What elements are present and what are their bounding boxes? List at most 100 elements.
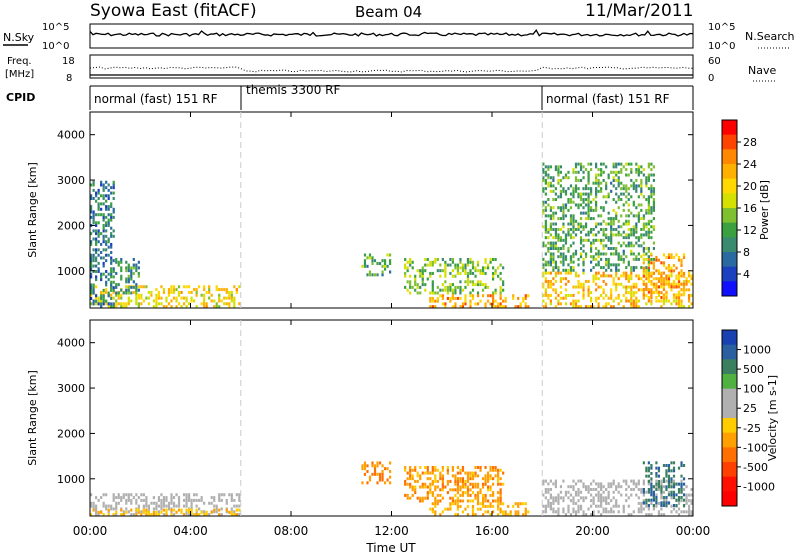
heatmap-cell [635, 285, 638, 289]
heatmap-cell [429, 305, 432, 309]
heatmap-cell [615, 263, 618, 267]
heatmap-cell [549, 189, 552, 193]
colorbar-tick-label: 8 [743, 246, 750, 259]
heatmap-cell [469, 280, 472, 284]
heatmap-cell [647, 288, 650, 292]
heatmap-cell [579, 211, 583, 215]
heatmap-cell [597, 305, 600, 309]
heatmap-cell [90, 288, 93, 292]
heatmap-cell [625, 291, 628, 295]
heatmap-cell [494, 271, 497, 275]
heatmap-cell [690, 293, 693, 297]
heatmap-cell [652, 173, 655, 177]
heatmap-cell [456, 271, 460, 275]
heatmap-cell [137, 285, 140, 289]
heatmap-cell [105, 302, 108, 306]
heatmap-cell [464, 471, 467, 475]
heatmap-cell [512, 296, 515, 300]
heatmap-cell [559, 496, 563, 500]
heatmap-cell [90, 283, 93, 287]
heatmap-cell [182, 493, 186, 497]
heatmap-cell [635, 257, 638, 261]
heatmap-cell [459, 479, 462, 483]
heatmap-cell [446, 482, 449, 486]
heatmap-cell [587, 233, 590, 237]
heatmap-cell [582, 170, 585, 174]
heatmap-cell [446, 468, 449, 472]
heatmap-cell [127, 296, 130, 300]
heatmap-cell [665, 474, 668, 478]
heatmap-cell [574, 184, 578, 188]
heatmap-cell [434, 499, 437, 503]
heatmap-cell [381, 469, 384, 473]
heatmap-cell [218, 508, 221, 512]
heatmap-cell [466, 479, 470, 483]
heatmap-cell [630, 479, 633, 483]
heatmap-cell [617, 176, 620, 180]
heatmap-cell [579, 479, 583, 483]
heatmap-cell [682, 253, 686, 257]
heatmap-cell [677, 299, 681, 303]
heatmap-cell [436, 269, 439, 273]
heatmap-cell [542, 257, 545, 261]
heatmap-cell [497, 491, 500, 495]
heatmap-cell [524, 513, 527, 517]
x-tick-label: 00:00 [73, 524, 108, 538]
heatmap-cell [137, 296, 140, 300]
heatmap-cell [652, 241, 655, 245]
heatmap-cell [102, 248, 105, 252]
heatmap-cell [625, 244, 628, 248]
heatmap-cell [605, 510, 608, 514]
heatmap-cell [378, 478, 382, 482]
heatmap-cell [647, 274, 650, 278]
heatmap-cell [562, 244, 565, 248]
heatmap-cell [459, 471, 462, 475]
heatmap-cell [667, 253, 671, 257]
heatmap-cell [574, 187, 578, 191]
heatmap-cell [607, 176, 610, 180]
heatmap-cell [95, 302, 98, 306]
heatmap-cell [554, 510, 558, 514]
heatmap-cell [112, 275, 115, 279]
heatmap-cell [567, 198, 570, 202]
heatmap-cell [479, 283, 482, 287]
heatmap-cell [597, 271, 600, 275]
heatmap-cell [461, 288, 465, 292]
heatmap-cell [185, 498, 188, 502]
heatmap-cell [632, 252, 635, 256]
heatmap-cell [584, 217, 588, 221]
heatmap-cell [92, 183, 95, 187]
heatmap-cell [557, 496, 560, 500]
heatmap-cell [120, 305, 123, 309]
heatmap-cell [605, 507, 608, 511]
heatmap-cell [486, 499, 490, 503]
heatmap-cell [228, 296, 231, 300]
heatmap-cell [542, 493, 545, 497]
heatmap-cell [675, 482, 678, 486]
heatmap-cell [464, 285, 467, 289]
heatmap-cell [554, 482, 558, 486]
heatmap-cell [559, 178, 563, 182]
heatmap-cell [559, 279, 563, 283]
colorbar-swatch [722, 237, 737, 253]
heatmap-cell [682, 510, 686, 514]
heatmap-cell [600, 252, 603, 256]
heatmap-cell [647, 222, 650, 226]
heatmap-cell [627, 285, 630, 289]
heatmap-cell [652, 227, 655, 231]
heatmap-cell [152, 507, 156, 511]
heatmap-cell [584, 305, 588, 309]
heatmap-cell [517, 510, 520, 514]
heatmap-cell [620, 274, 623, 278]
heatmap-cell [640, 244, 643, 248]
heatmap-cell [549, 504, 552, 508]
heatmap-cell [615, 252, 618, 256]
heatmap-cell [549, 282, 552, 286]
heatmap-cell [107, 183, 110, 187]
heatmap-cell [637, 257, 640, 261]
heatmap-cell [559, 165, 563, 169]
heatmap-cell [464, 266, 467, 270]
heatmap-cell [577, 170, 580, 174]
heatmap-cell [426, 491, 429, 495]
